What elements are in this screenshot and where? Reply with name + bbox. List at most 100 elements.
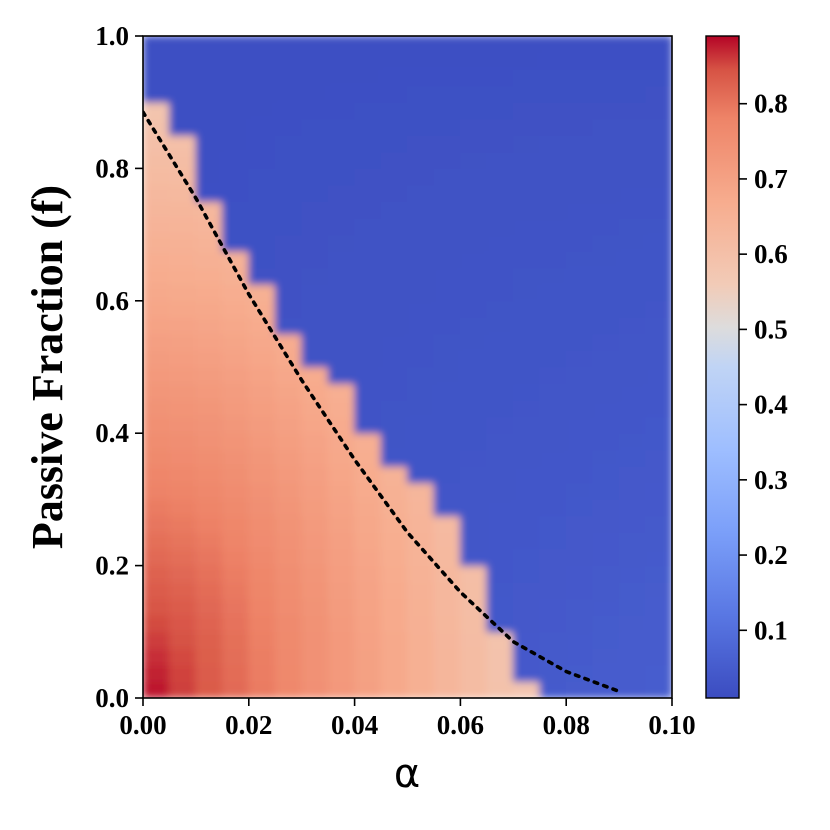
heatmap-cell	[512, 283, 541, 302]
heatmap-cell	[565, 184, 594, 202]
heatmap-cell	[195, 36, 223, 54]
heatmap-cell	[433, 267, 461, 285]
heatmap-cell	[221, 399, 250, 418]
plot-frame	[142, 35, 673, 699]
heatmap-cell	[354, 349, 382, 368]
heatmap-cell	[354, 416, 382, 434]
heatmap-cell	[486, 151, 514, 169]
heatmap-cell	[486, 283, 514, 302]
heatmap-cell	[486, 333, 514, 351]
heatmap-cell	[618, 598, 647, 616]
heatmap-cell	[539, 68, 567, 87]
heatmap-cell	[539, 217, 567, 236]
heatmap-cell	[195, 647, 223, 666]
heatmap-cell	[433, 167, 461, 186]
heatmap-cell	[512, 614, 541, 633]
heatmap-cell	[221, 184, 250, 202]
heatmap-cell	[301, 515, 329, 533]
heatmap-cell	[248, 201, 276, 219]
heatmap-cell	[354, 515, 382, 533]
y-tick-label: 0.8	[95, 153, 129, 183]
heatmap-cell	[645, 532, 672, 550]
heatmap-cell	[433, 300, 461, 318]
heatmap-cell	[459, 366, 488, 385]
heatmap-cell	[539, 366, 567, 385]
heatmap-cell	[380, 333, 408, 351]
heatmap-cell	[592, 432, 620, 451]
heatmap-cell	[354, 548, 382, 567]
heatmap-cell	[168, 631, 197, 649]
heatmap-cell	[433, 614, 461, 633]
heatmap-cell	[195, 548, 223, 567]
heatmap-cell	[327, 548, 356, 567]
heatmap-cell	[327, 614, 356, 633]
heatmap-cell	[512, 36, 541, 54]
heatmap-cell	[301, 465, 329, 484]
heatmap-cell	[221, 383, 250, 401]
heatmap-cell	[301, 647, 329, 666]
heatmap-cell	[327, 316, 356, 335]
heatmap-cell	[274, 598, 303, 616]
heatmap-cell	[486, 416, 514, 434]
colorbar-tick-label: 0.4	[754, 390, 788, 420]
heatmap-cell	[274, 283, 303, 302]
heatmap-cell	[195, 565, 223, 583]
heatmap-cell	[433, 680, 461, 698]
heatmap-cell	[143, 151, 170, 169]
heatmap-cell	[221, 449, 250, 467]
heatmap-cell	[565, 598, 594, 616]
heatmap-cell	[539, 465, 567, 484]
heatmap-cell	[327, 349, 356, 368]
heatmap-cell	[618, 349, 647, 368]
heatmap-cell	[195, 101, 223, 120]
heatmap-cell	[301, 151, 329, 169]
heatmap-cell	[486, 300, 514, 318]
heatmap-cell	[354, 134, 382, 153]
heatmap-cell	[380, 383, 408, 401]
heatmap-cell	[618, 498, 647, 517]
heatmap-cell	[221, 598, 250, 616]
heatmap-cell	[380, 449, 408, 467]
heatmap-cell	[459, 498, 488, 517]
heatmap-cell	[274, 52, 303, 70]
heatmap-cell	[380, 565, 408, 583]
heatmap-cell	[274, 267, 303, 285]
heatmap-cell	[433, 515, 461, 533]
heatmap-cell	[539, 184, 567, 202]
heatmap-cell	[539, 581, 567, 600]
colorbar-tick-label: 0.5	[754, 314, 788, 344]
heatmap-cell	[221, 217, 250, 236]
heatmap-cell	[327, 664, 356, 682]
heatmap-cell	[459, 283, 488, 302]
heatmap-cell	[539, 399, 567, 418]
heatmap-cell	[221, 532, 250, 550]
heatmap-cell	[539, 85, 567, 103]
heatmap-cell	[407, 383, 435, 401]
x-tick-label: 0.10	[648, 710, 695, 740]
heatmap-cell	[539, 614, 567, 633]
heatmap-cell	[592, 349, 620, 368]
heatmap-cell	[301, 581, 329, 600]
x-tick-label: 0.02	[225, 710, 272, 740]
heatmap-cell	[380, 614, 408, 633]
heatmap-cell	[248, 664, 276, 682]
heatmap-cell	[143, 85, 170, 103]
heatmap-cell	[592, 52, 620, 70]
heatmap-cell	[327, 565, 356, 583]
heatmap-cell	[380, 664, 408, 682]
y-axis: 0.0 0.2 0.4 0.6 0.8 1.0	[95, 21, 143, 713]
heatmap-cell	[618, 532, 647, 550]
heatmap-cell	[565, 631, 594, 649]
heatmap-cell	[221, 68, 250, 87]
heatmap-cell	[565, 217, 594, 236]
colorbar-tick-label: 0.1	[754, 615, 788, 645]
heatmap-cell	[618, 565, 647, 583]
heatmap-cell	[407, 85, 435, 103]
heatmap-cell	[565, 333, 594, 351]
heatmap-cell	[486, 598, 514, 616]
heatmap-cell	[327, 449, 356, 467]
heatmap-cell	[645, 36, 672, 54]
heatmap-cell	[274, 250, 303, 269]
heatmap-cell	[539, 333, 567, 351]
heatmap-cell	[618, 267, 647, 285]
